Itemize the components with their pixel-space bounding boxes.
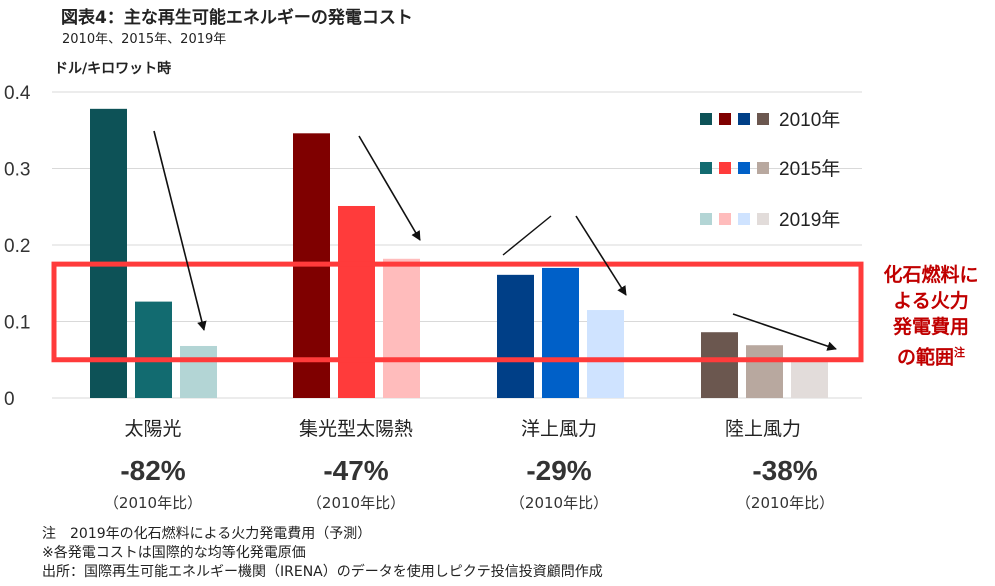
fossil-range-label-line: の範囲: [896, 346, 954, 369]
category-label: 陸上風力: [724, 418, 801, 440]
footnotes: 注 2019年の化石燃料による火力発電費用（予測） ※各発電コストは国際的な均等…: [42, 525, 603, 582]
change-reference-label: （2010年比）: [103, 494, 203, 512]
trend-line-up: [502, 215, 552, 256]
legend-swatch: [719, 113, 731, 125]
y-tick-label: 0: [4, 389, 15, 410]
y-tick-label: 0.2: [4, 236, 30, 257]
legend-swatch: [700, 113, 712, 125]
legend-label: 2010年: [779, 109, 840, 131]
footnote: 出所：国際再生可能エネルギー機関（IRENA）のデータを使用しピクテ投信投資顧問…: [42, 564, 603, 580]
bar-2015年-集光型太陽熱: [338, 205, 375, 398]
footnote: 注 2019年の化石燃料による火力発電費用（予測）: [42, 526, 372, 542]
legend-swatch: [738, 113, 750, 125]
legend-label: 2019年: [779, 209, 840, 231]
category-label: 太陽光: [124, 418, 182, 440]
chart-title: 図表4：主な再生可能エネルギーの発電コスト: [61, 8, 413, 28]
bar-2015年-太陽光: [135, 301, 172, 398]
bar-2019年-集光型太陽熱: [383, 258, 420, 398]
trend-arrow: [153, 130, 207, 331]
legend-swatch: [738, 162, 750, 174]
legend-swatch: [719, 213, 731, 225]
fossil-range-note-mark: 注: [954, 346, 965, 359]
change-percent-label: -29%: [526, 455, 592, 486]
bar-2019年-太陽光: [180, 345, 217, 398]
y-tick-label: 0.1: [4, 313, 30, 334]
fossil-range-label-line: よる火力: [893, 290, 969, 312]
legend-swatch: [700, 162, 712, 174]
trend-arrow: [358, 135, 421, 241]
gridlines: [52, 91, 862, 399]
change-percent-label: -82%: [120, 455, 186, 486]
fossil-range-label-line: 発電費用: [892, 316, 969, 338]
bar-2010年-洋上風力: [497, 274, 534, 398]
change-reference-label: （2010年比）: [735, 494, 835, 512]
change-reference-label: （2010年比）: [509, 494, 609, 512]
chart-subtitle: 2010年、2015年、2019年: [62, 32, 227, 47]
bar-2019年-洋上風力: [587, 310, 624, 398]
bars: [90, 108, 828, 398]
footnote: ※各発電コストは国際的な均等化発電原価: [42, 545, 306, 561]
change-reference-label: （2010年比）: [306, 494, 406, 512]
trend-arrow: [575, 215, 627, 296]
legend-swatch: [719, 162, 731, 174]
change-percent-label: -47%: [323, 455, 389, 486]
legend: 2010年 2015年 2019年: [700, 109, 840, 231]
legend-swatch: [700, 213, 712, 225]
y-tick-label: 0.3: [4, 160, 30, 181]
trend-arrows: [153, 130, 837, 351]
y-axis-unit-label: ドル/キロワット時: [54, 61, 172, 77]
legend-swatch: [757, 213, 769, 225]
legend-label: 2015年: [779, 158, 840, 180]
bar-2010年-太陽光: [90, 108, 127, 398]
fossil-range-label: 化石燃料に よる火力 発電費用 の範囲注: [866, 262, 995, 370]
trend-arrow: [732, 313, 837, 351]
change-percent-label: -38%: [752, 455, 818, 486]
y-tick-label: 0.4: [4, 83, 31, 104]
legend-swatch: [757, 113, 769, 125]
fossil-range-frame: [51, 261, 864, 363]
bar-2010年-陸上風力: [701, 332, 738, 398]
category-label: 集光型太陽熱: [298, 418, 413, 440]
fossil-range-label-line: 化石燃料に: [883, 264, 979, 286]
fossil-range-rect: [51, 261, 864, 363]
legend-swatch: [757, 162, 769, 174]
bar-2015年-洋上風力: [542, 267, 579, 398]
legend-swatch: [738, 213, 750, 225]
bar-2019年-陸上風力: [791, 357, 828, 398]
y-axis-ticks: 0 0.1 0.2 0.3 0.4: [4, 83, 31, 410]
bar-2015年-陸上風力: [746, 345, 783, 398]
category-label: 洋上風力: [520, 418, 597, 440]
